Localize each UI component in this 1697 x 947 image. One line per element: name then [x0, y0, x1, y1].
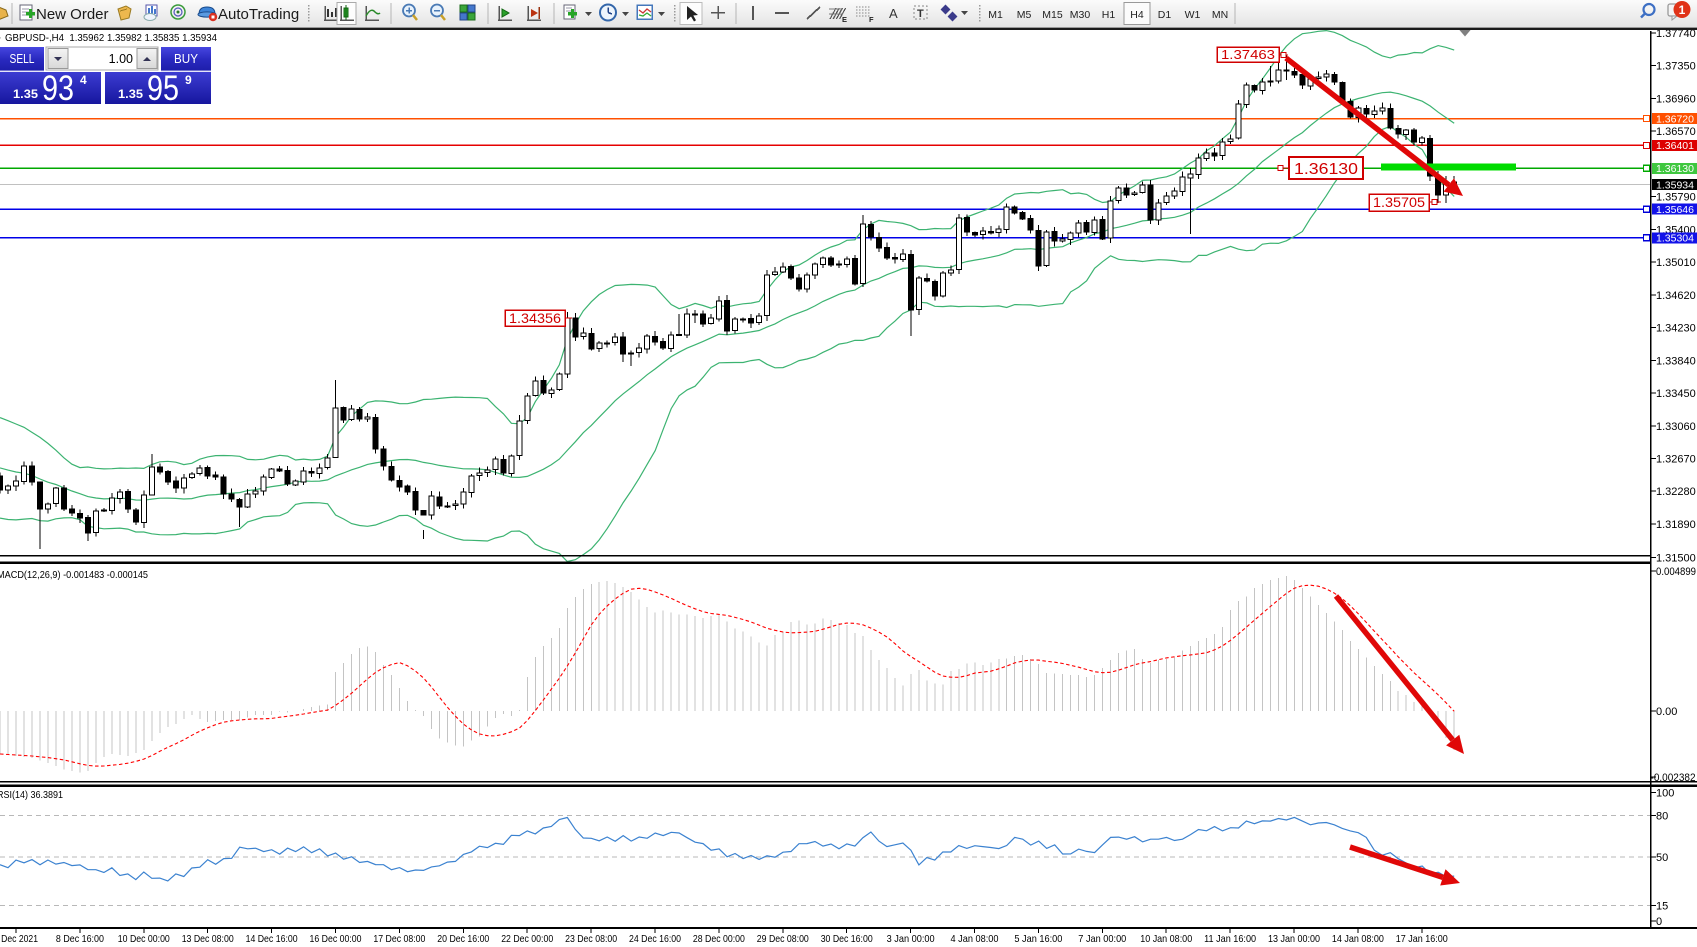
svg-text:H4: H4 — [1130, 9, 1144, 21]
svg-text:1.32280: 1.32280 — [1656, 486, 1696, 498]
svg-text:E: E — [842, 15, 847, 24]
svg-text:SELL: SELL — [10, 52, 35, 66]
svg-text:1.34356: 1.34356 — [509, 311, 561, 326]
svg-text:20 Dec 16:00: 20 Dec 16:00 — [437, 933, 489, 945]
svg-text:4 Jan 08:00: 4 Jan 08:00 — [951, 933, 999, 945]
svg-text:1.36570: 1.36570 — [1656, 126, 1696, 138]
svg-text:1.35010: 1.35010 — [1656, 257, 1696, 269]
svg-text:0.004899: 0.004899 — [1656, 566, 1696, 578]
svg-text:17 Dec 08:00: 17 Dec 08:00 — [373, 933, 425, 945]
svg-text:14 Dec 16:00: 14 Dec 16:00 — [246, 933, 298, 945]
svg-text:15: 15 — [1656, 901, 1668, 913]
svg-text:W1: W1 — [1185, 9, 1201, 21]
svg-text:17 Jan 16:00: 17 Jan 16:00 — [1396, 933, 1448, 945]
svg-text:0: 0 — [1656, 916, 1662, 928]
svg-text:1.34230: 1.34230 — [1656, 323, 1696, 335]
svg-text:1.36720: 1.36720 — [1656, 113, 1694, 125]
svg-text:1.32670: 1.32670 — [1656, 454, 1696, 466]
svg-text:11 Jan 16:00: 11 Jan 16:00 — [1204, 933, 1256, 945]
svg-text:1.35646: 1.35646 — [1656, 204, 1694, 216]
svg-text:1.36130: 1.36130 — [1656, 163, 1694, 175]
svg-text:1.36960: 1.36960 — [1656, 93, 1696, 105]
svg-text:M15: M15 — [1042, 9, 1063, 21]
svg-text:T: T — [917, 8, 924, 20]
svg-text:24 Dec 16:00: 24 Dec 16:00 — [629, 933, 681, 945]
svg-text:8 Dec 16:00: 8 Dec 16:00 — [56, 933, 104, 945]
svg-text:BUY: BUY — [174, 52, 199, 66]
svg-text:9: 9 — [185, 73, 192, 87]
svg-text:16 Dec 00:00: 16 Dec 00:00 — [310, 933, 362, 945]
svg-text:22 Dec 00:00: 22 Dec 00:00 — [501, 933, 553, 945]
svg-text:10 Jan 08:00: 10 Jan 08:00 — [1140, 933, 1192, 945]
svg-text:100: 100 — [1656, 788, 1674, 800]
svg-text:1.35790: 1.35790 — [1656, 192, 1696, 204]
svg-text:1.34620: 1.34620 — [1656, 290, 1696, 302]
svg-text:1.37350: 1.37350 — [1656, 61, 1696, 73]
svg-text:7 Dec 2021: 7 Dec 2021 — [0, 933, 38, 945]
svg-text:A: A — [889, 6, 898, 21]
svg-text:1.36130: 1.36130 — [1294, 161, 1358, 178]
svg-text:1.35705: 1.35705 — [1373, 195, 1425, 210]
svg-text:M5: M5 — [1017, 9, 1032, 21]
svg-text:1.35304: 1.35304 — [1656, 233, 1694, 245]
svg-text:1.35: 1.35 — [118, 87, 143, 101]
svg-text:50: 50 — [1656, 852, 1668, 864]
svg-text:28 Dec 00:00: 28 Dec 00:00 — [693, 933, 745, 945]
svg-text:0.00: 0.00 — [1656, 706, 1677, 718]
svg-text:GBPUSD-,H4 1.35962 1.35982 1.: GBPUSD-,H4 1.35962 1.35982 1.35835 1.359… — [5, 32, 217, 44]
svg-text:M1: M1 — [988, 9, 1003, 21]
svg-text:1.31500: 1.31500 — [1656, 553, 1696, 565]
svg-text:1.37463: 1.37463 — [1221, 47, 1275, 62]
svg-text:4: 4 — [80, 73, 87, 87]
svg-text:H1: H1 — [1102, 9, 1116, 21]
svg-text:1.31890: 1.31890 — [1656, 519, 1696, 531]
svg-text:29 Dec 08:00: 29 Dec 08:00 — [757, 933, 809, 945]
svg-text:F: F — [869, 15, 874, 24]
svg-text:3 Jan 00:00: 3 Jan 00:00 — [887, 933, 935, 945]
svg-text:13 Dec 08:00: 13 Dec 08:00 — [182, 933, 234, 945]
svg-text:New Order: New Order — [36, 6, 109, 23]
svg-text:AutoTrading: AutoTrading — [218, 6, 299, 23]
svg-text:·: · — [0, 32, 2, 44]
svg-text:1.33840: 1.33840 — [1656, 355, 1696, 367]
svg-text:80: 80 — [1656, 810, 1668, 822]
svg-text:14 Jan 08:00: 14 Jan 08:00 — [1332, 933, 1384, 945]
svg-text:1.35: 1.35 — [13, 87, 38, 101]
svg-text:1.36401: 1.36401 — [1656, 140, 1694, 152]
svg-text:30 Dec 16:00: 30 Dec 16:00 — [821, 933, 873, 945]
svg-text:1.35934: 1.35934 — [1656, 179, 1694, 191]
svg-text:MN: MN — [1212, 9, 1228, 21]
svg-text:1: 1 — [1679, 3, 1686, 17]
svg-text:D1: D1 — [1158, 9, 1172, 21]
svg-text:1.00: 1.00 — [109, 52, 133, 66]
svg-text:93: 93 — [42, 69, 74, 108]
svg-text:10 Dec 00:00: 10 Dec 00:00 — [118, 933, 170, 945]
svg-text:5 Jan 16:00: 5 Jan 16:00 — [1014, 933, 1062, 945]
svg-text:7 Jan 00:00: 7 Jan 00:00 — [1078, 933, 1126, 945]
svg-text:1.33450: 1.33450 — [1656, 388, 1696, 400]
svg-text:M30: M30 — [1070, 9, 1091, 21]
svg-text:23 Dec 08:00: 23 Dec 08:00 — [565, 933, 617, 945]
svg-text:1.37740: 1.37740 — [1656, 28, 1696, 40]
svg-text:13 Jan 00:00: 13 Jan 00:00 — [1268, 933, 1320, 945]
svg-text:RSI(14) 36.3891: RSI(14) 36.3891 — [0, 789, 63, 801]
svg-text:95: 95 — [147, 69, 179, 108]
svg-text:1.33060: 1.33060 — [1656, 421, 1696, 433]
svg-text:-0.002382: -0.002382 — [1651, 772, 1696, 784]
svg-text:MACD(12,26,9) -0.001483 -0.000: MACD(12,26,9) -0.001483 -0.000145 — [0, 569, 148, 581]
